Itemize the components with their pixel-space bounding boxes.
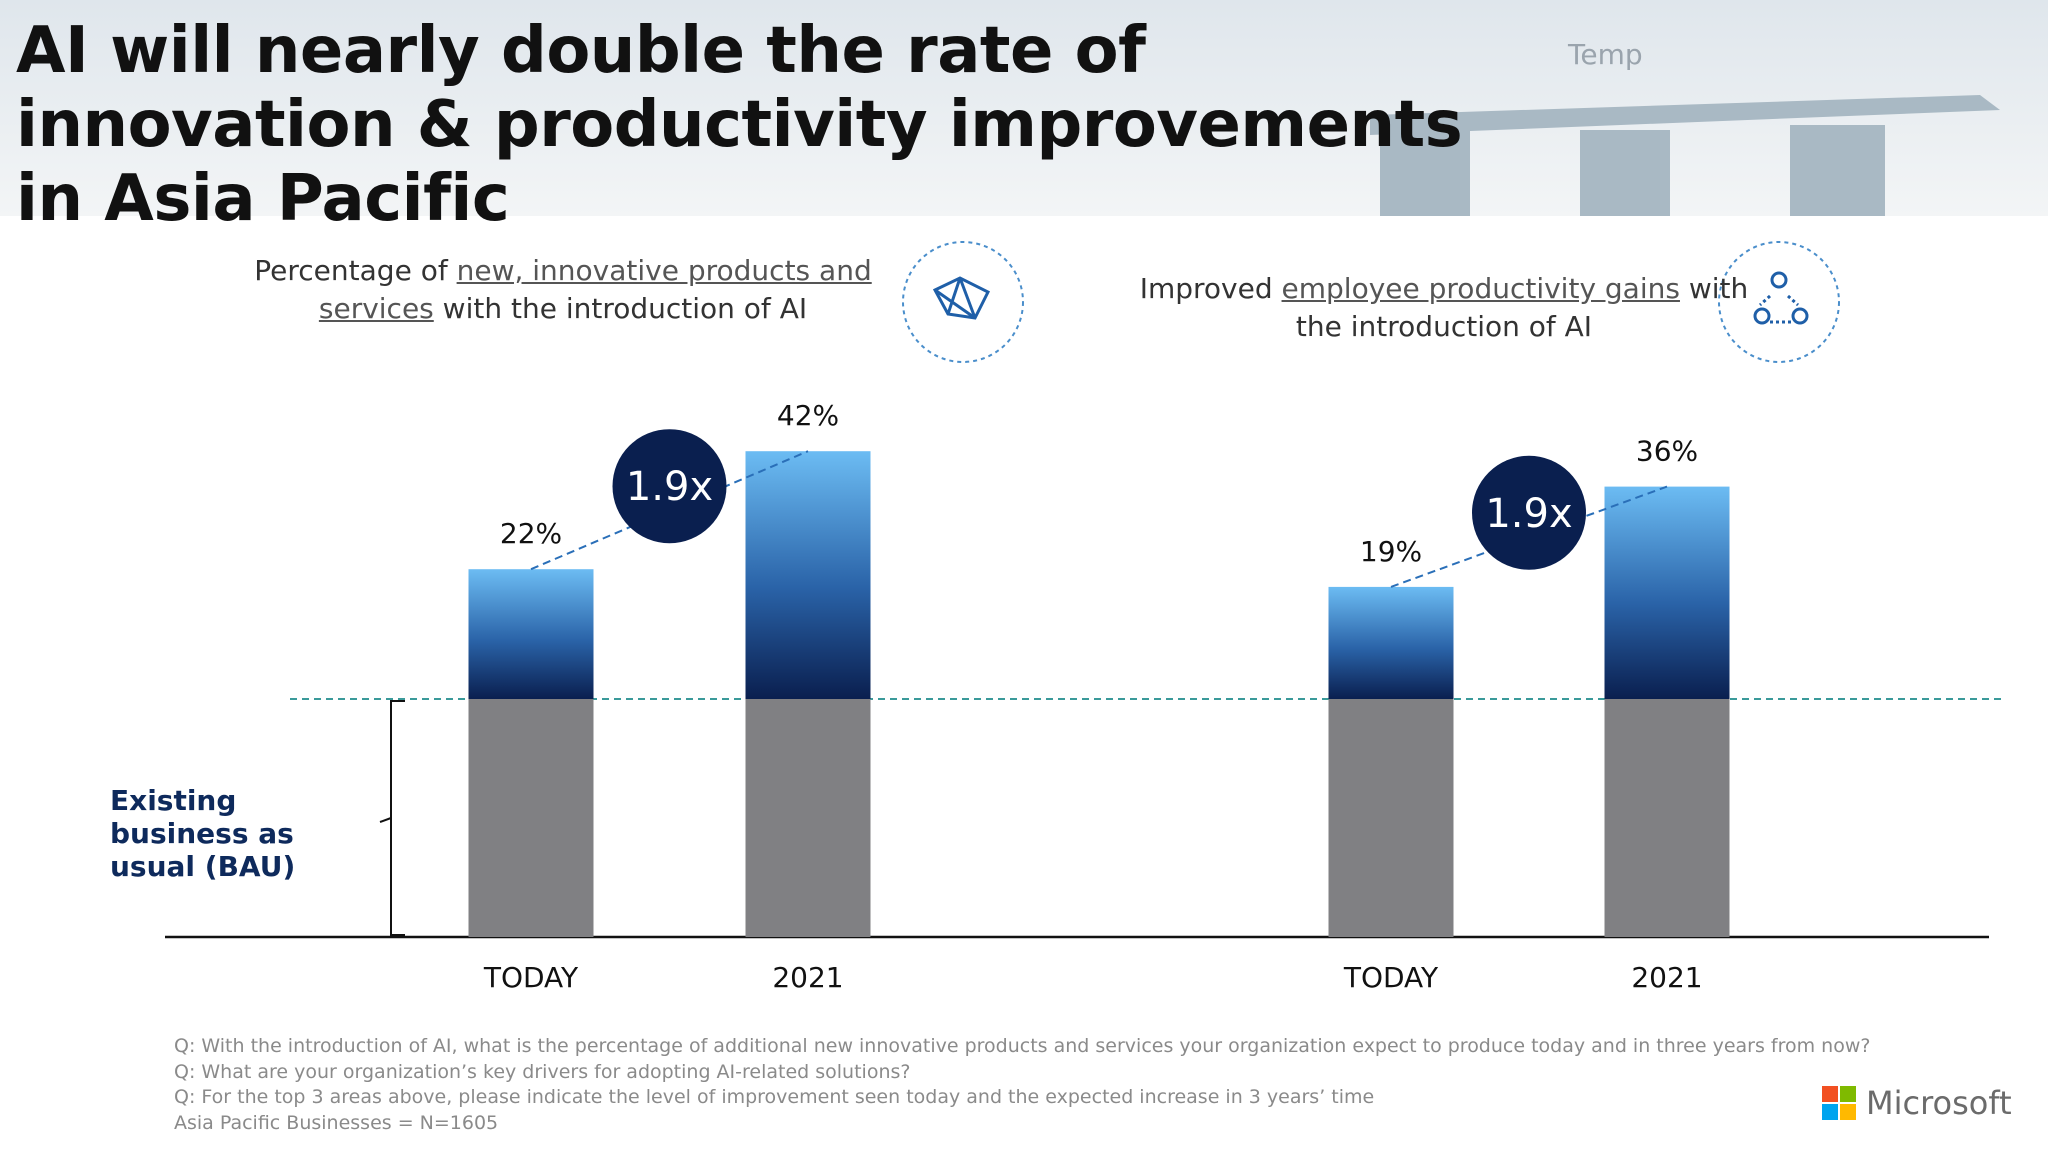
- logo: [1822, 1086, 1856, 1120]
- multiplier-badge: [1472, 455, 1586, 570]
- icon-circles: [902, 241, 1840, 363]
- subtitle-part: Percentage of: [254, 254, 457, 287]
- chart-subtitle: Improved employee productivity gains wit…: [1124, 270, 1764, 346]
- x-tick-label: TODAY: [1343, 961, 1439, 994]
- bar: [1328, 586, 1454, 699]
- bau-base: [468, 699, 594, 937]
- bar: [468, 569, 594, 699]
- value-label: 42%: [777, 399, 839, 432]
- footnote: Q: With the introduction of AI, what is …: [174, 1035, 1871, 1057]
- bau-label: Existing business as usual (BAU): [110, 784, 296, 883]
- subtitle-part: with the introduction of AI: [433, 292, 808, 325]
- subtitle-part: with the introduction of AI: [1295, 272, 1749, 343]
- subtitle-part: new, innovative products and services: [318, 254, 872, 325]
- value-label: 19%: [1360, 535, 1422, 568]
- footnote: Asia Pacific Businesses = N=1605: [174, 1111, 499, 1134]
- multiplier-badge: [612, 429, 727, 544]
- overlay-text: Temp: [1568, 38, 1643, 71]
- bau-bracket: [379, 700, 405, 936]
- multiplier-label: 1.9x: [626, 464, 713, 510]
- bar: [1604, 486, 1730, 699]
- icons: [932, 271, 1809, 325]
- value-label: 22%: [500, 517, 562, 550]
- skyline: [1370, 95, 2000, 216]
- bar: [745, 451, 871, 699]
- value-label: 36%: [1636, 435, 1698, 468]
- bau-base: [1328, 699, 1454, 937]
- footnotes: Q: With the introduction of AI, what is …: [174, 1034, 1870, 1136]
- footnote: Q: What are your organization’s key driv…: [174, 1060, 911, 1083]
- footnote: Q: For the top 3 areas above, please ind…: [174, 1086, 1375, 1108]
- x-tick-label: 2021: [1631, 961, 1702, 994]
- x-tick-label: 2021: [772, 961, 843, 994]
- bau-base: [745, 699, 871, 937]
- subtitle-part: Improved: [1139, 272, 1282, 305]
- subtitle-part: employee productivity gains: [1281, 272, 1680, 305]
- title: AI will nearly double the rate of innova…: [16, 14, 1463, 236]
- multiplier-label: 1.9x: [1485, 491, 1572, 537]
- x-tick-label: TODAY: [483, 961, 579, 994]
- chart-subtitle: Percentage of new, innovative products a…: [243, 252, 883, 328]
- bau-base: [1604, 699, 1730, 937]
- brand: Microsoft: [1866, 1084, 2012, 1122]
